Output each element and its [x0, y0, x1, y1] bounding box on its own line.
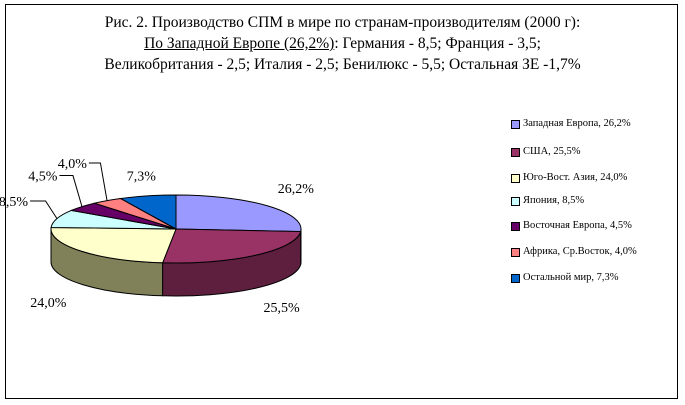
- data-label-4: 4,5%: [28, 170, 58, 185]
- data-label-5: 4,0%: [58, 157, 88, 172]
- pie-slice-0: [175, 194, 302, 233]
- legend-swatch-4: [511, 222, 520, 231]
- pie-slice-2: [50, 226, 177, 264]
- legend-swatch-2: [511, 174, 520, 183]
- legend-item-4: Восточная Европа, 4,5%: [511, 219, 651, 232]
- legend-swatch-1: [511, 148, 520, 157]
- pie-slice-1: [161, 228, 302, 264]
- data-label-3: 8,5%: [0, 195, 28, 210]
- data-label-2: 24,0%: [30, 296, 67, 311]
- leader-line-3: [30, 200, 58, 219]
- title-line-1: Рис. 2. Производство СПМ в мире по стран…: [104, 14, 581, 31]
- legend-label-0: Западная Европа, 26,2%: [523, 118, 631, 129]
- legend-swatch-5: [511, 248, 520, 257]
- pie-slice-6: [119, 194, 177, 230]
- legend-swatch-6: [511, 274, 520, 283]
- leader-line-5: [88, 162, 108, 201]
- data-label-0: 26,2%: [278, 182, 315, 197]
- legend-label-1: США, 25,5%: [523, 146, 581, 157]
- legend-label-3: Япония, 8,5%: [523, 195, 585, 206]
- legend-item-0: Западная Европа, 26,2%: [511, 117, 651, 130]
- data-label-6: 7,3%: [127, 170, 157, 185]
- legend-item-3: Япония, 8,5%: [511, 194, 651, 207]
- title-line-3: Великобритания - 2,5; Италия - 2,5; Бени…: [104, 56, 581, 73]
- chart-title: Рис. 2. Производство СПМ в мире по стран…: [0, 12, 685, 75]
- legend-label-5: Африка, Ср.Восток, 4,0%: [523, 246, 637, 257]
- chart-frame: [5, 4, 678, 399]
- legend-swatch-0: [511, 120, 520, 129]
- data-label-1: 25,5%: [263, 301, 300, 316]
- legend-item-5: Африка, Ср.Восток, 4,0%: [511, 245, 651, 258]
- leader-line-4: [59, 175, 83, 207]
- legend-item-1: США, 25,5%: [511, 145, 651, 158]
- legend-item-6: Остальной мир, 7,3%: [511, 271, 651, 284]
- title-western-europe: По Западной Европе (26,2%): [144, 35, 335, 52]
- legend-item-2: Юго-Вост. Азия, 24,0%: [511, 171, 651, 184]
- legend-label-6: Остальной мир, 7,3%: [523, 272, 619, 283]
- title-line-2: По Западной Европе (26,2%): Германия - 8…: [0, 33, 685, 54]
- legend-label-2: Юго-Вост. Азия, 24,0%: [523, 172, 628, 183]
- title-line-2-rest: : Германия - 8,5; Франция - 3,5;: [334, 35, 541, 52]
- legend-swatch-3: [511, 197, 520, 206]
- legend-label-4: Восточная Европа, 4,5%: [523, 220, 632, 231]
